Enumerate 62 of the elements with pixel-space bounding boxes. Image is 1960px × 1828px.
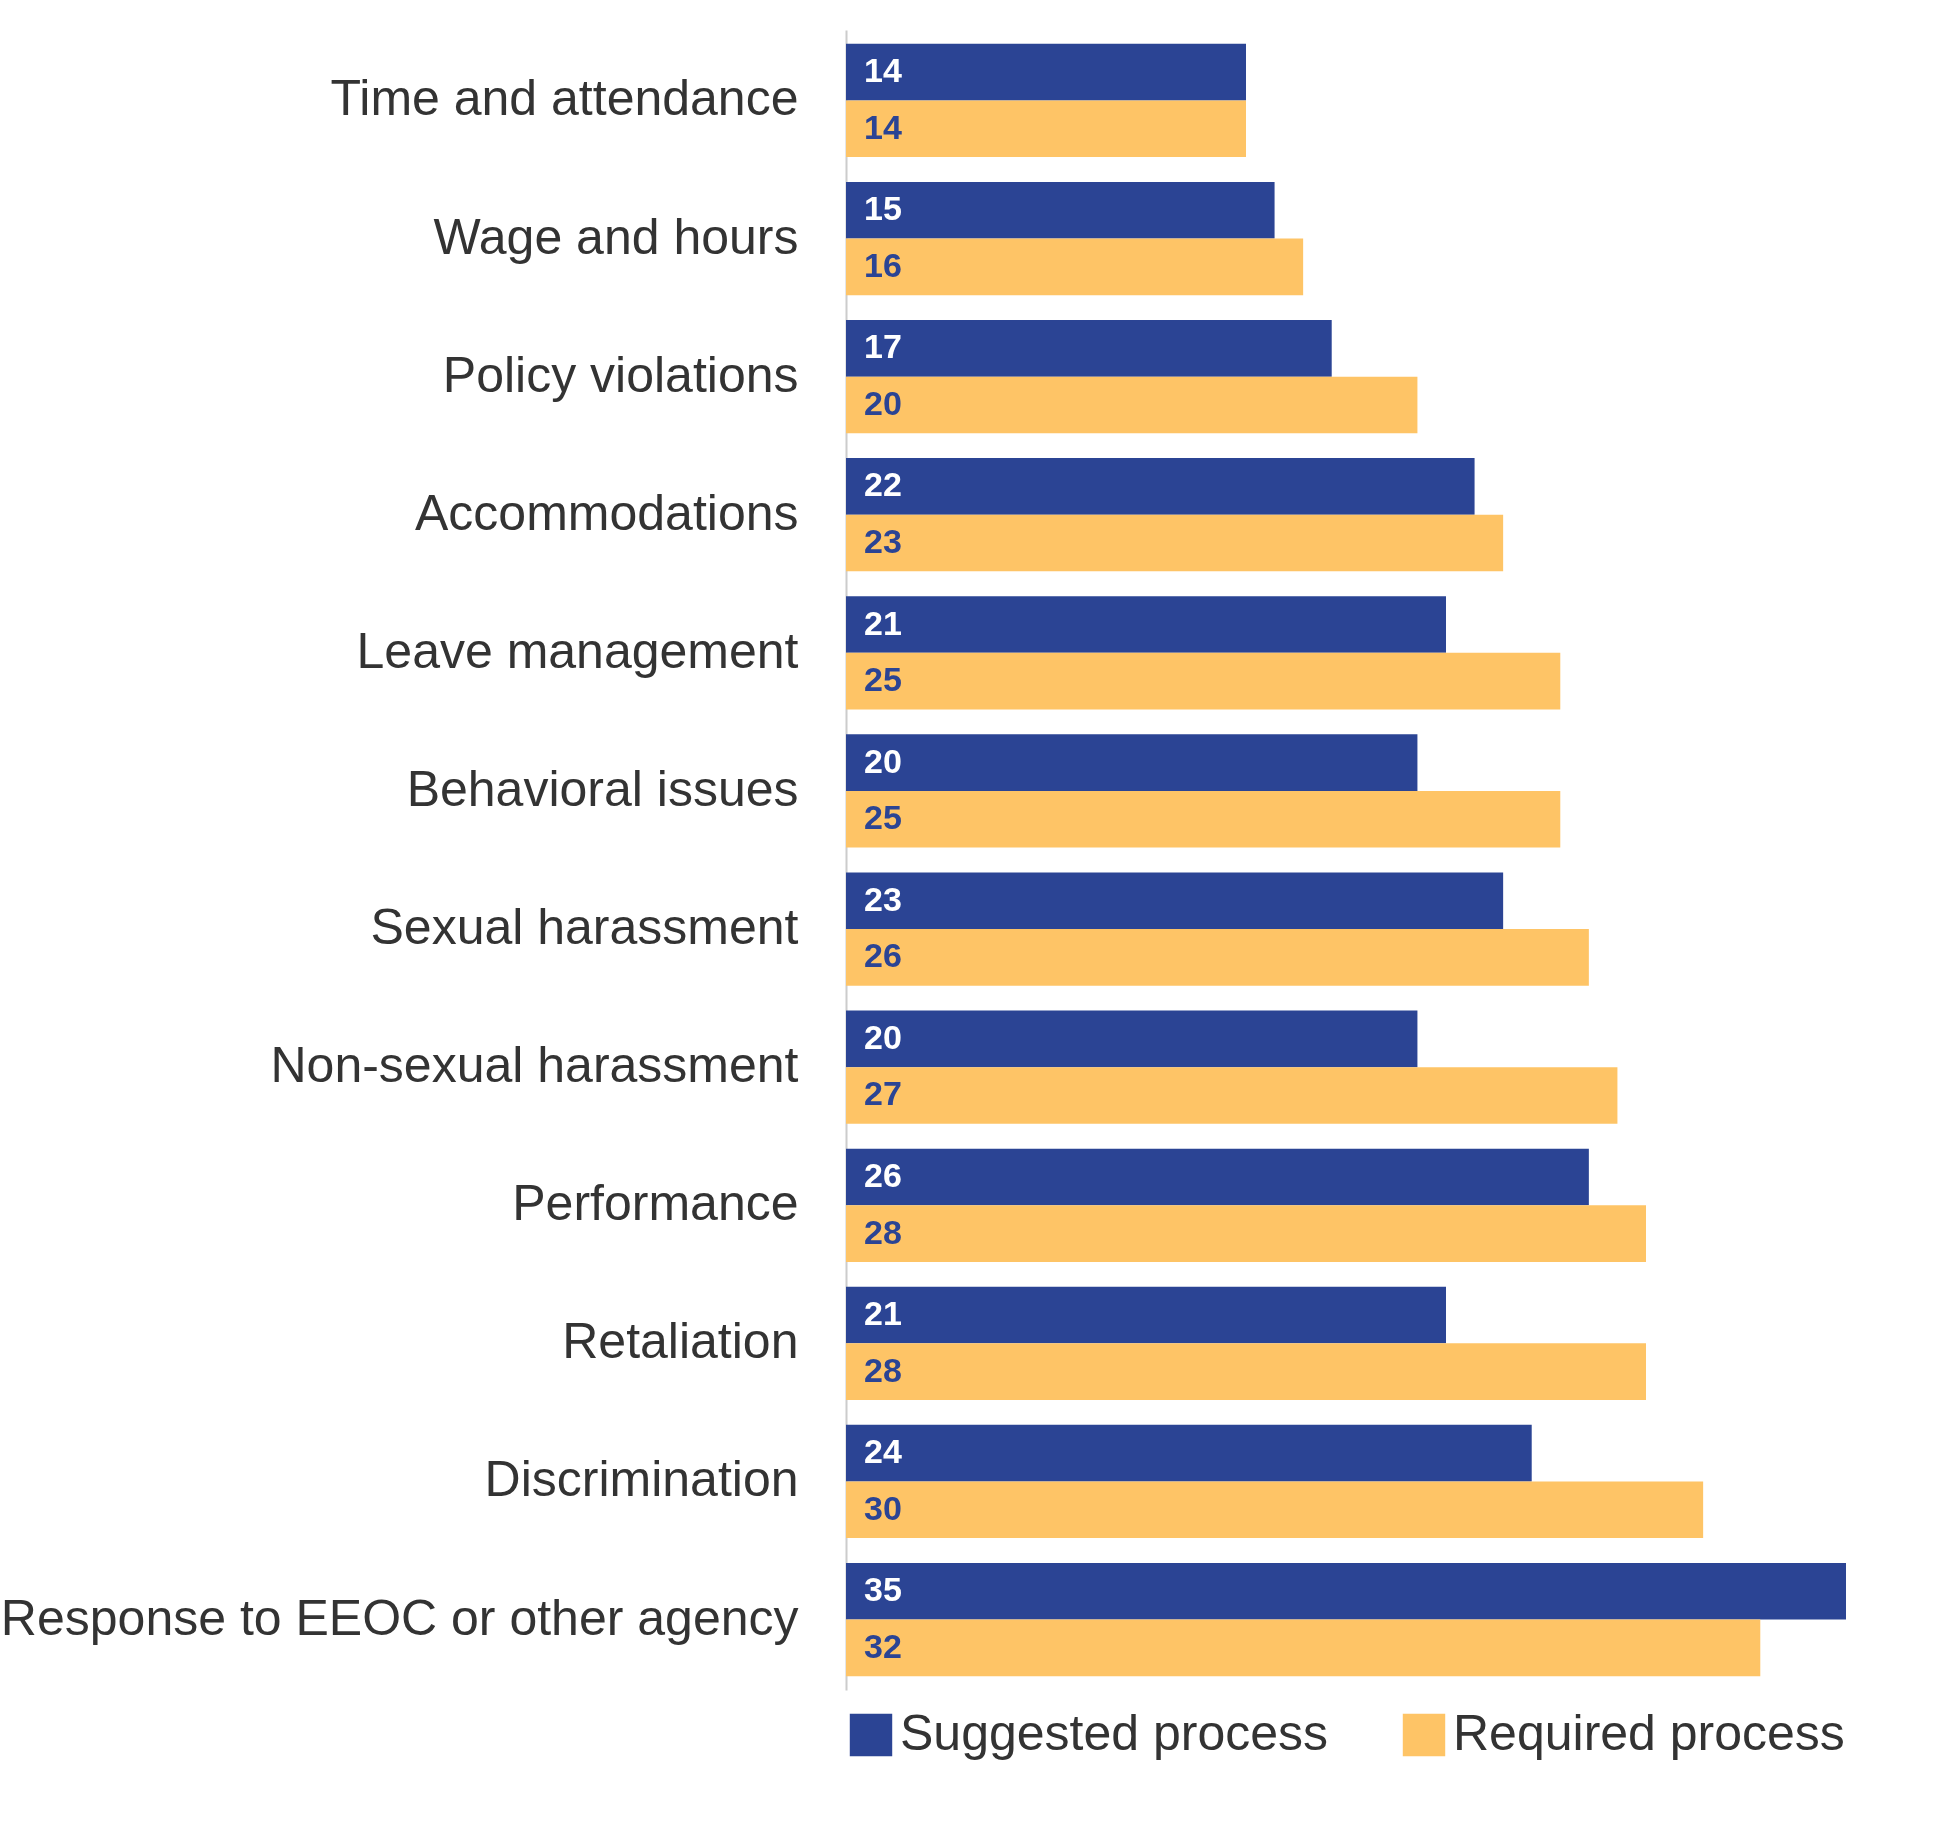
y-tick-label: Behavioral issues (406, 760, 799, 817)
bar (846, 734, 1418, 791)
data-label: 26 (864, 1155, 902, 1194)
y-tick-label: Non-sexual harassment (270, 1037, 799, 1094)
y-tick-label: Sexual harassment (370, 899, 799, 956)
bar (846, 790, 1561, 848)
bar (846, 872, 1504, 930)
data-label: 14 (864, 107, 902, 146)
bar (846, 376, 1418, 434)
bar (846, 100, 1246, 158)
data-label: 16 (864, 245, 902, 284)
data-label: 28 (864, 1350, 902, 1389)
y-tick-label: Time and attendance (330, 70, 799, 127)
data-label: 25 (864, 660, 902, 699)
y-tick-label: Accommodations (415, 484, 799, 541)
data-label: 26 (864, 936, 902, 975)
data-label: 14 (864, 51, 902, 90)
bar (846, 929, 1589, 986)
data-label: 20 (864, 383, 902, 422)
data-label: 23 (864, 879, 902, 918)
data-label: 21 (864, 1294, 902, 1333)
bar (846, 1286, 1446, 1344)
y-tick-label: Wage and hours (433, 208, 799, 265)
data-label: 20 (864, 741, 902, 780)
bar (846, 1205, 1646, 1262)
bar (846, 1424, 1532, 1482)
bar (846, 1067, 1618, 1124)
data-label: 28 (864, 1212, 902, 1251)
bar (846, 1562, 1846, 1620)
bar (846, 1010, 1418, 1068)
bar (846, 320, 1332, 377)
bar (846, 1148, 1589, 1206)
legend-label: Suggested process (900, 1705, 1329, 1761)
data-label: 20 (864, 1017, 902, 1056)
legend-label: Required process (1453, 1705, 1845, 1761)
bar (846, 652, 1561, 710)
data-label: 24 (864, 1432, 902, 1471)
data-label: 15 (864, 189, 902, 228)
data-label: 30 (864, 1488, 902, 1527)
data-label: 23 (864, 522, 902, 561)
y-tick-label: Performance (512, 1175, 799, 1232)
bar (846, 43, 1246, 101)
y-tick-label: Discrimination (484, 1451, 799, 1508)
bar (846, 181, 1275, 239)
data-label: 32 (864, 1626, 902, 1665)
bar (846, 238, 1304, 296)
bar (846, 458, 1475, 515)
data-label: 27 (864, 1074, 902, 1113)
data-label: 35 (864, 1570, 902, 1609)
data-label: 21 (864, 603, 902, 642)
bar (846, 1343, 1646, 1400)
bar (846, 596, 1446, 653)
bar (846, 1619, 1761, 1677)
data-label: 22 (864, 465, 902, 504)
y-tick-label: Policy violations (442, 346, 799, 403)
data-label: 25 (864, 798, 902, 837)
y-tick-label: Retaliation (562, 1313, 799, 1370)
bar (846, 1481, 1704, 1539)
data-label: 17 (864, 327, 902, 366)
bar (846, 514, 1504, 572)
y-tick-label: Leave management (356, 622, 799, 679)
y-tick-label: Response to EEOC or other agency (0, 1589, 799, 1646)
